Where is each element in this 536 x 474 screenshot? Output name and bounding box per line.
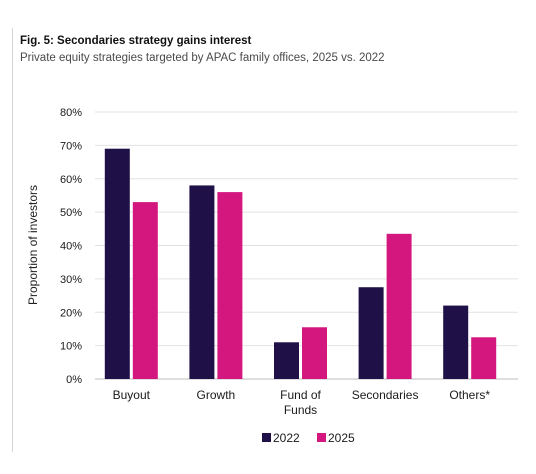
bars	[104, 148, 497, 379]
y-tick-label: 60%	[60, 174, 82, 186]
category-label: Growth	[197, 388, 236, 402]
category-label: Fund of	[280, 388, 321, 402]
bar-2022	[443, 305, 469, 379]
y-tick-label: 50%	[60, 207, 82, 219]
y-axis-title: Proportion of investors	[26, 185, 40, 305]
bar-2022	[104, 148, 130, 379]
bar-2022	[274, 342, 299, 379]
legend-swatch	[262, 433, 271, 442]
category-label: Secondaries	[352, 388, 419, 402]
y-tick-label: 40%	[60, 241, 82, 253]
bar-2025	[217, 192, 243, 379]
legend-swatch	[317, 433, 326, 442]
category-label: Others*	[449, 388, 490, 402]
y-tick-label: 70%	[60, 140, 82, 152]
y-tick-labels: 0% 10% 20% 30% 40% 50% 60% 70% 80%	[60, 107, 82, 386]
y-tick-label: 10%	[60, 341, 82, 353]
category-label: Funds	[284, 403, 317, 417]
legend-label: 2022	[273, 431, 300, 445]
y-tick-label: 30%	[60, 274, 82, 286]
legend: 2022 2025	[262, 431, 355, 445]
bar-2025	[302, 327, 327, 379]
bar-2025	[471, 337, 497, 379]
bar-2025	[386, 233, 412, 379]
bar-2022	[189, 185, 215, 379]
chart-title: Fig. 5: Secondaries strategy gains inter…	[20, 35, 252, 47]
category-label: Buyout	[113, 388, 151, 402]
chart-subtitle: Private equity strategies targeted by AP…	[20, 52, 385, 64]
bar-2022	[358, 287, 384, 379]
y-tick-label: 0%	[66, 374, 82, 386]
left-frame-line	[12, 28, 13, 452]
bar-2025	[132, 202, 158, 379]
legend-label: 2025	[328, 431, 355, 445]
y-tick-label: 80%	[60, 107, 82, 119]
y-tick-label: 20%	[60, 307, 82, 319]
